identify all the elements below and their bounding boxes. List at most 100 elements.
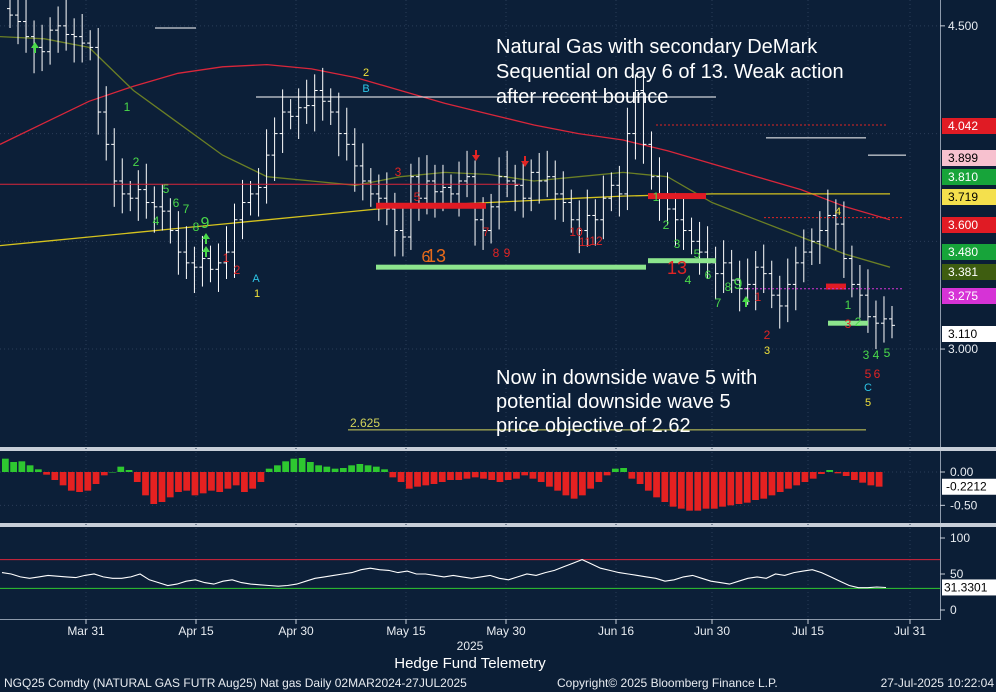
- demark-count-label: A: [252, 273, 260, 285]
- rsi-line: [1, 559, 887, 589]
- demark-count-label: 6: [173, 196, 180, 210]
- chart-annotation: price objective of 2.62: [496, 415, 691, 437]
- oscillator-bar: [677, 472, 685, 509]
- demark-count-label: 9: [201, 215, 210, 232]
- demark-count-label: 2: [363, 67, 369, 79]
- y-axis-line: [940, 0, 941, 620]
- oscillator-bar: [842, 472, 850, 476]
- oscillator-bar: [809, 472, 817, 479]
- oscillator-bar: [801, 472, 809, 482]
- price-tag-label: 3.480: [948, 245, 978, 259]
- x-axis-label: Jul 15: [792, 624, 824, 638]
- price-tag-badge: [942, 150, 996, 166]
- oscillator-bar: [480, 472, 487, 479]
- oscillator-bar: [34, 469, 42, 472]
- price-tag-badge: [942, 118, 996, 134]
- oscillator-bar: [546, 472, 553, 487]
- oscillator-bar: [18, 461, 26, 472]
- oscillator-bar: [76, 472, 83, 492]
- price-tag-label: 3.381: [948, 265, 978, 279]
- rsi-value-badge: [942, 579, 996, 596]
- demark-count-label: 2: [133, 155, 140, 169]
- price-tag-badge: [942, 288, 996, 304]
- panel-divider: [0, 523, 996, 527]
- price-panel: [0, 0, 940, 446]
- demark-count-label: 2: [663, 218, 670, 232]
- demark-count-label: 5: [865, 367, 872, 381]
- demark-count-label: 3: [845, 317, 852, 331]
- oscillator-bar: [694, 472, 702, 511]
- oscillator-bar: [183, 472, 191, 491]
- oscillator-bar: [175, 472, 182, 492]
- oscillator-bar: [644, 472, 652, 491]
- buy-arrow-icon: [31, 42, 39, 53]
- demark-count-label: 7: [483, 225, 490, 239]
- oscillator-bar: [776, 472, 784, 492]
- oscillator-bar: [257, 472, 265, 482]
- price-tag-label: 3.600: [948, 218, 978, 232]
- oscillator-bar: [331, 468, 339, 472]
- oscillator-bar: [315, 465, 322, 472]
- oscillator-bar: [142, 472, 149, 496]
- oscillator-bar: [603, 472, 611, 476]
- oscillator-bar: [59, 472, 67, 486]
- demark-count-label: 2: [855, 315, 862, 329]
- oscillator-bar: [125, 470, 133, 472]
- demark-count-label: C: [864, 382, 872, 394]
- buy-arrow-icon: [742, 296, 750, 307]
- tdst-support-bar: [828, 320, 868, 326]
- oscillator-bar: [133, 472, 141, 482]
- price-tag-badge: [942, 189, 996, 205]
- buy-arrow-icon: [202, 233, 210, 244]
- demark-count-label: 4: [685, 273, 692, 287]
- demark-count-label: 8: [193, 220, 200, 234]
- oscillator-bar: [504, 472, 512, 480]
- chart-subtitle: Hedge Fund Telemetry: [394, 655, 546, 672]
- oscillator-bar: [570, 472, 578, 499]
- demark-count-label: 1: [653, 190, 660, 204]
- oscillator-bar: [834, 472, 842, 474]
- x-axis-label: Apr 15: [178, 624, 214, 638]
- oscillator-bar: [686, 472, 693, 511]
- oscillator-bar: [191, 472, 199, 496]
- demark-count-label: 7: [183, 202, 190, 216]
- price-tag-badge: [942, 326, 996, 342]
- oscillator-bar: [818, 472, 825, 474]
- oscillator-bar: [826, 470, 834, 472]
- oscillator-bar: [488, 472, 496, 480]
- oscillator-bar: [249, 472, 257, 489]
- oscillator-bar: [628, 472, 636, 479]
- oscillator-bar: [422, 472, 430, 486]
- sell-arrow-icon: [521, 156, 529, 167]
- oscillator-bar: [463, 472, 471, 479]
- oscillator-bar: [298, 458, 306, 472]
- oscillator-bar: [752, 472, 759, 500]
- oscillator-bar: [414, 472, 421, 487]
- oscillator-bar: [430, 472, 438, 484]
- chart-annotation: after recent bounce: [496, 86, 668, 108]
- oscillator-bar: [306, 462, 314, 472]
- x-axis-label: Apr 30: [278, 624, 314, 638]
- price-tag-label: 4.042: [948, 119, 978, 133]
- tdst-resistance-bar: [376, 202, 486, 209]
- demark-count-label: 1: [845, 298, 852, 312]
- oscillator-bar: [372, 466, 380, 472]
- oscillator-bar: [199, 472, 207, 494]
- demark-count-label: 12: [589, 234, 603, 248]
- oscillator-bar: [537, 472, 545, 482]
- price-tag-label: 3.899: [948, 151, 978, 165]
- x-axis-year-label: 2025: [457, 639, 484, 653]
- oscillator-bar: [636, 472, 644, 484]
- oscillator-bar: [710, 472, 718, 509]
- demark-count-label: 4: [873, 348, 880, 362]
- rsi-value-label: 31.3301: [944, 580, 988, 594]
- demark-count-label: 6: [422, 249, 431, 266]
- oscillator-bar: [216, 472, 224, 492]
- oscillator-bar: [743, 472, 751, 503]
- oscillator-bar: [224, 472, 232, 489]
- demark-count-label: 13: [667, 258, 687, 278]
- chart-annotation: Now in downside wave 5 with: [496, 367, 757, 389]
- oscillator-value-badge: [942, 478, 996, 495]
- demark-count-label: 9: [504, 246, 511, 260]
